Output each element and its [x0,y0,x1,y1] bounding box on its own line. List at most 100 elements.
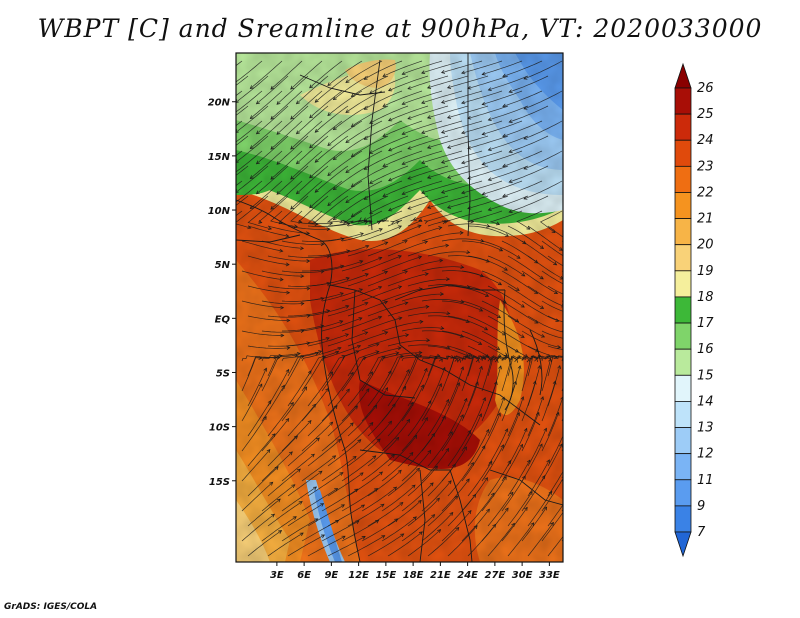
streamline-arrow [278,530,283,534]
streamline-arrow [314,351,320,356]
streamline [467,429,490,467]
streamline-arrow [418,218,423,222]
streamline-arrow [369,180,374,184]
streamline-arrow [276,498,281,503]
streamline-arrow [552,380,557,385]
streamline [387,531,423,557]
streamline-arrow [380,503,385,508]
streamline [387,306,429,317]
streamline [521,412,540,452]
streamline-arrow [382,133,387,137]
streamline [441,478,470,512]
streamline [487,355,509,377]
streamline-arrow [503,267,508,271]
streamline [361,356,386,392]
streamline-arrow [406,369,410,374]
border-line [236,199,361,562]
streamline-arrow [278,353,283,358]
streamline [382,180,423,197]
streamline-arrow [520,304,525,308]
streamline [527,255,563,280]
streamline-arrow [529,490,533,496]
streamline [421,180,463,194]
streamline [487,492,514,527]
streamline [507,255,544,280]
streamline [387,354,419,377]
streamline-arrow [285,233,290,238]
lon-tick-label: 21E [430,570,451,581]
streamline-arrow [270,85,275,90]
streamline-arrow [543,506,548,511]
streamline [241,416,267,452]
streamline [341,388,370,422]
streamline-arrow [526,459,531,464]
streamline-arrow [214,128,217,131]
colorbar-min-arrow [674,531,692,558]
streamline [307,472,344,497]
streamline-arrow [388,87,393,92]
streamline-arrow [508,149,513,153]
streamline [521,506,547,542]
streamline [333,165,369,190]
colorbar-label: 11 [697,473,714,488]
streamline [427,495,458,527]
streamline-arrow [375,519,380,524]
streamline-arrow [214,218,217,221]
streamline [367,502,404,527]
streamline [301,421,333,452]
streamline [527,225,563,251]
streamline [327,220,364,227]
streamline [387,402,414,437]
colorbar-segment [674,192,692,219]
streamline-arrow [436,497,440,502]
streamline-arrow [440,70,446,74]
streamline [487,285,525,308]
streamline-arrow [496,314,502,318]
streamline [236,75,269,103]
streamline [351,75,389,97]
streamline-arrow [503,476,507,481]
streamline-arrow [276,100,281,105]
streamline [341,286,382,302]
streamline-arrow [459,334,465,338]
streamline [447,462,474,497]
streamline-arrow [415,353,420,357]
streamline [267,255,310,262]
streamline-arrow [341,535,346,540]
streamline [407,312,450,317]
streamline [347,241,388,257]
streamline [547,396,563,437]
border-line [359,449,473,562]
streamline [467,492,495,527]
streamline-arrow [354,488,359,493]
streamline [382,60,423,77]
streamline [561,357,563,362]
streamline [527,285,563,307]
streamline [341,357,367,392]
streamline-arrow [274,466,279,471]
streamline-arrow [485,428,490,433]
streamline-arrow [360,504,366,509]
streamline-arrow [479,365,483,370]
streamline [270,150,303,180]
streamline-arrow [296,468,301,473]
streamline-arrow [314,518,319,522]
streamline [402,60,443,75]
streamline-arrow [426,205,432,209]
streamline-arrow [361,536,366,540]
streamline-arrow [229,84,232,87]
streamline-arrow [421,190,426,194]
streamline-arrow [532,380,537,385]
colorbar-label: 23 [697,159,714,174]
streamline [547,225,563,238]
streamline [301,347,342,362]
streamline [364,180,403,200]
streamline [369,195,409,214]
streamline-arrow [427,449,432,454]
streamline-arrow [255,130,260,135]
streamline [367,240,408,257]
streamline [421,266,464,272]
streamline-arrow [359,260,364,264]
map-frame [235,52,564,563]
border-line [351,289,416,399]
